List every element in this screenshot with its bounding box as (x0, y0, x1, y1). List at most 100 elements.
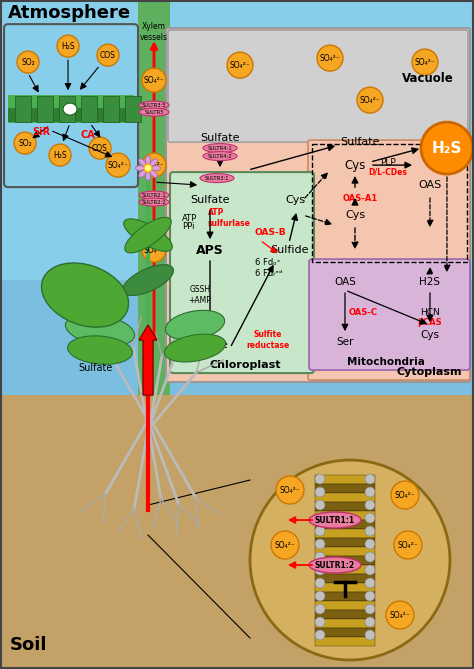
Text: H2S: H2S (419, 277, 440, 287)
Bar (37, 96, 53, 122)
Text: COS: COS (92, 144, 108, 153)
Bar (315, 601, 375, 610)
Circle shape (412, 49, 438, 75)
Text: SiR: SiR (32, 127, 50, 137)
Text: OAS-A1: OAS-A1 (342, 193, 378, 203)
Circle shape (49, 144, 71, 166)
Ellipse shape (68, 336, 132, 365)
Text: ATP
sulfurlase: ATP sulfurlase (208, 209, 251, 227)
Circle shape (365, 630, 375, 640)
Text: Sulfate: Sulfate (200, 133, 240, 143)
Text: SO₄²⁻: SO₄²⁻ (415, 58, 435, 67)
FancyArrow shape (139, 325, 157, 395)
Text: SULTR3:1: SULTR3:1 (205, 175, 229, 181)
Text: SO₂: SO₂ (18, 138, 32, 148)
Circle shape (142, 153, 166, 177)
Circle shape (365, 539, 375, 549)
Text: SO₄²⁻: SO₄²⁻ (398, 541, 419, 549)
Ellipse shape (203, 144, 237, 153)
Circle shape (315, 500, 325, 510)
Bar (0, 280, 474, 395)
FancyBboxPatch shape (170, 172, 314, 373)
Text: H₂S: H₂S (432, 140, 462, 156)
Ellipse shape (139, 159, 146, 166)
Text: OAS: OAS (419, 180, 442, 190)
Text: ATP: ATP (182, 213, 197, 223)
Ellipse shape (139, 170, 146, 177)
Text: SULTR2:1: SULTR2:1 (142, 193, 166, 197)
Text: OAS-B: OAS-B (254, 227, 286, 237)
Text: Chloroplast: Chloroplast (209, 360, 281, 370)
Circle shape (365, 487, 375, 497)
Bar (8, 108, 134, 122)
Circle shape (14, 132, 36, 154)
Bar (315, 475, 375, 484)
Ellipse shape (200, 173, 234, 183)
Circle shape (317, 45, 343, 71)
Ellipse shape (164, 334, 226, 362)
Circle shape (315, 526, 325, 536)
Ellipse shape (123, 265, 173, 296)
Text: APS: APS (196, 244, 224, 257)
Text: Sulfate: Sulfate (190, 195, 230, 205)
Bar (138, 0, 170, 395)
Bar (8, 95, 134, 123)
Circle shape (227, 52, 253, 78)
Text: SO₄²⁻: SO₄²⁻ (144, 246, 164, 255)
Ellipse shape (139, 191, 169, 199)
FancyBboxPatch shape (309, 259, 470, 370)
Circle shape (315, 617, 325, 627)
Circle shape (365, 578, 375, 588)
Ellipse shape (309, 557, 361, 573)
Ellipse shape (146, 156, 151, 165)
Text: Cytoplasm: Cytoplasm (396, 367, 462, 377)
Circle shape (144, 164, 152, 172)
Circle shape (315, 487, 325, 497)
Text: OAS: OAS (334, 277, 356, 287)
Circle shape (315, 565, 325, 575)
Circle shape (365, 617, 375, 627)
Circle shape (276, 476, 304, 504)
Circle shape (142, 238, 166, 262)
Bar (315, 592, 375, 601)
FancyBboxPatch shape (4, 24, 138, 187)
Text: Cys: Cys (344, 159, 365, 172)
Bar (315, 547, 375, 556)
Circle shape (271, 531, 299, 559)
Ellipse shape (63, 103, 77, 115)
Ellipse shape (309, 512, 361, 528)
Circle shape (89, 137, 111, 159)
Text: Soil: Soil (10, 636, 47, 654)
Bar (315, 529, 375, 538)
Text: HCN: HCN (420, 308, 440, 316)
Circle shape (391, 481, 419, 509)
Text: SO₂: SO₂ (21, 58, 35, 67)
Text: SO₄²⁻: SO₄²⁻ (274, 541, 295, 549)
Bar (315, 583, 375, 592)
Bar (315, 556, 375, 565)
Ellipse shape (139, 198, 169, 206)
Text: Mitochondria: Mitochondria (347, 357, 425, 367)
Bar (103, 96, 119, 122)
Text: H₂S: H₂S (61, 41, 75, 51)
Text: SO₄²⁻: SO₄²⁻ (319, 54, 340, 63)
Text: Vacuole: Vacuole (402, 72, 454, 84)
Text: Cys: Cys (420, 330, 439, 340)
Circle shape (421, 122, 473, 174)
Text: Cys: Cys (285, 195, 305, 205)
Text: SO₄²⁻: SO₄²⁻ (360, 96, 380, 104)
Text: 2GSH: 2GSH (190, 310, 210, 320)
Circle shape (365, 591, 375, 601)
Bar (15, 96, 31, 122)
Bar (138, 0, 170, 395)
Ellipse shape (139, 108, 169, 116)
Text: SO₄²⁻: SO₄²⁻ (229, 61, 250, 70)
Text: Sulfite: Sulfite (192, 340, 228, 350)
Text: SULTR1:2: SULTR1:2 (315, 561, 355, 569)
Ellipse shape (146, 172, 151, 181)
Text: 6 Fdᵣᵉᵈ: 6 Fdᵣᵉᵈ (255, 268, 283, 278)
Bar (315, 628, 375, 637)
Bar (315, 637, 375, 646)
Ellipse shape (152, 166, 161, 171)
Circle shape (315, 578, 325, 588)
